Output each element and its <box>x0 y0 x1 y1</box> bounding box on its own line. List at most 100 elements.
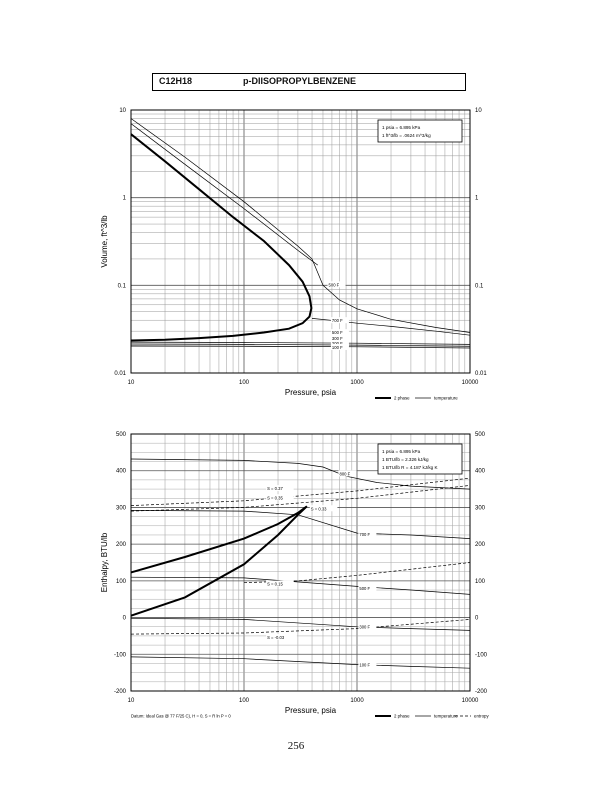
x-tick-label: 10 <box>128 380 135 386</box>
y-tick-label: 400 <box>116 469 127 475</box>
legend-label: 2 phase <box>394 714 410 719</box>
legend-label: 2 phase <box>394 396 410 401</box>
legend-label: entropy <box>474 714 489 719</box>
annotation-label: 100 F <box>359 662 370 667</box>
y-tick-label-right: 400 <box>475 469 486 475</box>
y-tick-label: 0.01 <box>114 371 126 377</box>
series-temperature-line <box>130 576 471 595</box>
annotation-label: S = -0.03 <box>267 635 285 640</box>
y-tick-label-right: 1 <box>475 196 479 202</box>
y-tick-label: 200 <box>116 542 127 548</box>
annotation-label: 200 F <box>332 341 343 346</box>
note-line: 1 psia = 6.895 kPa <box>382 449 421 454</box>
annotation-bg <box>330 334 349 341</box>
annotation-bg <box>330 343 349 350</box>
annotation-label: S = 0.15 <box>267 582 283 587</box>
annotation-bg <box>358 661 377 668</box>
series-temperature-line <box>130 617 471 631</box>
x-axis-label: Pressure, psia <box>285 706 337 715</box>
annotation-label: S = 0.37 <box>267 486 283 491</box>
series-temperature-line <box>130 123 319 266</box>
y-tick-label-right: 300 <box>475 505 486 511</box>
series-entropy-line <box>130 485 471 512</box>
conversion-note: 1 psia = 6.895 kPa 1 BTU/lb = 2.326 kJ/kg… <box>377 443 463 475</box>
x-tick-label: 10000 <box>462 380 479 386</box>
y-tick-label-right: 200 <box>475 542 486 548</box>
x-tick-label: 10000 <box>462 698 479 704</box>
y-tick-label-right: 0.1 <box>475 283 484 289</box>
note-line: 1 BTU/lb R = 4.187 kJ/kg K <box>382 465 438 470</box>
x-tick-label: 1000 <box>350 380 364 386</box>
annotation-bg <box>266 485 294 492</box>
annotation-label: 800 F <box>339 471 350 476</box>
annotation-bg <box>266 633 297 640</box>
y-tick-label-right: 0.01 <box>475 371 487 377</box>
grid <box>130 110 470 374</box>
y-tick-label-right: -100 <box>475 652 488 658</box>
y-axis-label: Volume, ft^3/lb <box>100 215 109 268</box>
series-temperature-line <box>130 345 471 349</box>
annotation-label: 300 F <box>332 336 343 341</box>
y-tick-label-right: 0 <box>475 616 479 622</box>
y-tick-label: 500 <box>116 432 127 438</box>
series-2-phase-line <box>130 133 313 342</box>
header-box: C12H18 p-DIISOPROPYLBENZENE <box>152 73 466 91</box>
formula-label: C12H18 <box>159 76 193 86</box>
compound-name: p-DIISOPROPYLBENZENE <box>243 76 357 86</box>
annotation-bg <box>330 329 349 336</box>
annotation-bg <box>358 530 377 537</box>
y-axis-label: Enthalpy, BTU/lb <box>100 532 109 592</box>
chart-2: S = 0.37 S = 0.35 S = 0.33 S = 0.15 S = -0.0… <box>100 432 489 719</box>
note-line: 1 ft^3/lb = .0624 m^3/kg <box>382 133 431 138</box>
plot-frame <box>130 109 471 374</box>
annotation-bg <box>266 580 294 587</box>
annotation-label: S = 0.33 <box>311 506 327 511</box>
y-tick-label-right: -200 <box>475 689 488 695</box>
x-tick-label: 10 <box>128 698 135 704</box>
y-tick-label: -200 <box>114 689 127 695</box>
y-tick-label: 0 <box>123 616 127 622</box>
series-temperature-line <box>130 343 471 347</box>
series-temperature-line <box>130 656 471 669</box>
legend-label: temperature <box>434 396 458 401</box>
note-box <box>377 119 463 143</box>
note-line: 1 psia = 6.895 kPa <box>382 125 421 130</box>
y-tick-label-right: 100 <box>475 579 486 585</box>
annotation-label: 100 F <box>332 345 343 350</box>
annotation-bg <box>358 623 377 630</box>
annotation-bg <box>330 340 349 347</box>
note-box <box>377 443 463 475</box>
series-temperature-line <box>130 341 471 345</box>
legend: 2 phase temperature entropy <box>375 714 489 719</box>
x-tick-label: 100 <box>239 380 250 386</box>
y-tick-label-right: 500 <box>475 432 486 438</box>
x-tick-label: 1000 <box>350 698 364 704</box>
annotation-bg <box>358 584 377 591</box>
y-tick-label: 10 <box>119 108 126 114</box>
x-axis-label: Pressure, psia <box>285 388 337 397</box>
y-tick-label-right: 10 <box>475 108 482 114</box>
page-number: 256 <box>287 740 305 752</box>
series-temperature-line <box>130 510 471 539</box>
note-line: 1 BTU/lb = 2.326 kJ/kg <box>382 457 429 462</box>
annotation-label: 300 F <box>359 624 370 629</box>
annotation-label: 700 F <box>332 318 343 323</box>
annotation-bg <box>327 281 346 288</box>
legend-label: temperature <box>434 714 458 719</box>
series-temperature-line <box>130 118 471 333</box>
annotation-label: 700 F <box>359 532 370 537</box>
series-2-phase-line <box>130 505 308 617</box>
annotation-bg <box>330 317 349 324</box>
annotation-label: 500 F <box>332 330 343 335</box>
annotation-bg <box>309 505 338 512</box>
series-entropy-line <box>130 619 471 635</box>
x-tick-label: 100 <box>239 698 250 704</box>
annotation-bg <box>338 470 357 477</box>
y-tick-label: -100 <box>114 652 127 658</box>
y-tick-label: 300 <box>116 505 127 511</box>
annotation-label: 500 F <box>329 282 340 287</box>
series-entropy-line <box>130 477 471 506</box>
